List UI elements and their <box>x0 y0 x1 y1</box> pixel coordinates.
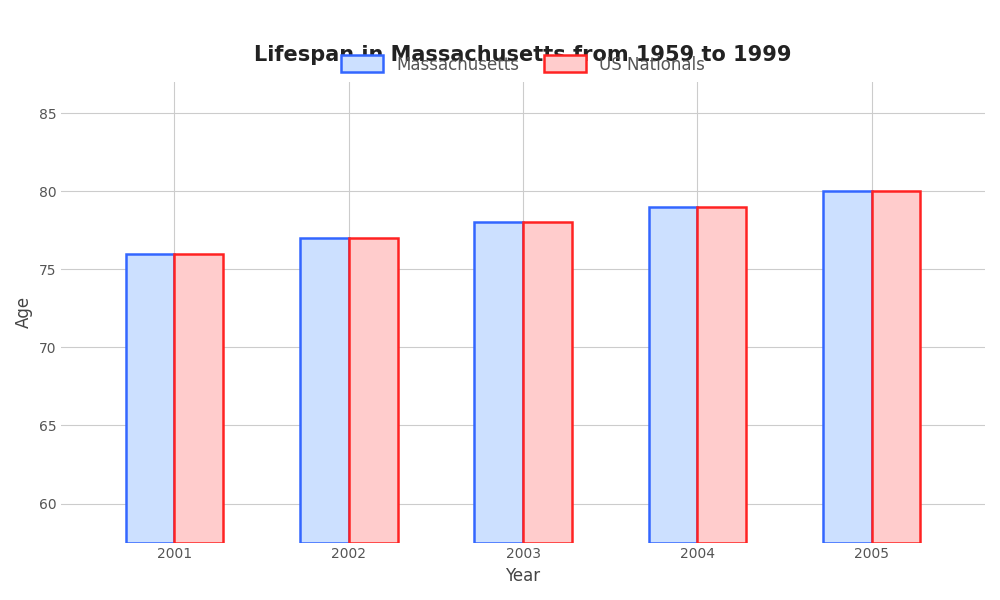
Bar <box>872 191 920 542</box>
Bar <box>349 238 398 542</box>
Bar <box>823 191 872 542</box>
Legend: Massachusetts, US Nationals: Massachusetts, US Nationals <box>334 49 712 80</box>
Bar <box>174 254 223 542</box>
Bar <box>300 238 349 542</box>
Bar <box>474 223 523 542</box>
Bar <box>649 207 697 542</box>
Bar <box>523 223 572 542</box>
Title: Lifespan in Massachusetts from 1959 to 1999: Lifespan in Massachusetts from 1959 to 1… <box>254 45 792 65</box>
Bar <box>126 254 174 542</box>
X-axis label: Year: Year <box>505 567 541 585</box>
Y-axis label: Age: Age <box>15 296 33 328</box>
Bar <box>697 207 746 542</box>
